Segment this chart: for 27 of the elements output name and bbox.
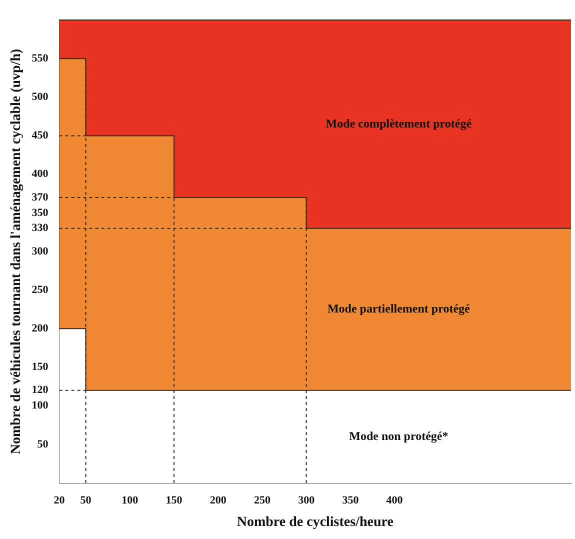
y-axis-title: Nombre de véhicules tournant dans l'aménagement cyclable (uvp/h) <box>9 48 24 454</box>
y-tick-label: 100 <box>32 400 49 412</box>
y-tick-label: 330 <box>32 222 49 234</box>
y-tick-label: 350 <box>32 206 49 219</box>
x-tick-label: 300 <box>298 494 316 506</box>
y-tick-label: 300 <box>32 245 49 258</box>
x-axis-title: Nombre de cyclistes/heure <box>236 515 394 530</box>
y-tick-label: 370 <box>32 191 49 204</box>
x-tick-label: 100 <box>122 494 139 506</box>
y-tick-label: 500 <box>32 91 49 104</box>
series-label: Mode partiellement protégé <box>327 301 471 316</box>
x-tick-label: 150 <box>166 494 183 506</box>
y-tick-label: 200 <box>32 322 49 335</box>
x-tick-label: 250 <box>254 494 271 506</box>
y-tick-label: 450 <box>32 130 49 142</box>
y-tick-label: 150 <box>32 361 49 374</box>
y-tick-label: 550 <box>32 52 49 64</box>
x-tick-label: 20 <box>54 494 66 506</box>
y-tick-label: 400 <box>32 168 49 180</box>
series-label: Mode non protégé* <box>349 428 448 443</box>
y-tick-label: 250 <box>32 284 49 296</box>
x-tick-label: 200 <box>210 494 227 506</box>
y-tick-label: 50 <box>37 438 49 450</box>
x-tick-label: 400 <box>386 494 404 506</box>
x-tick-label: 50 <box>80 494 92 506</box>
x-tick-label: 350 <box>342 494 360 506</box>
y-tick-label: 120 <box>32 384 49 396</box>
